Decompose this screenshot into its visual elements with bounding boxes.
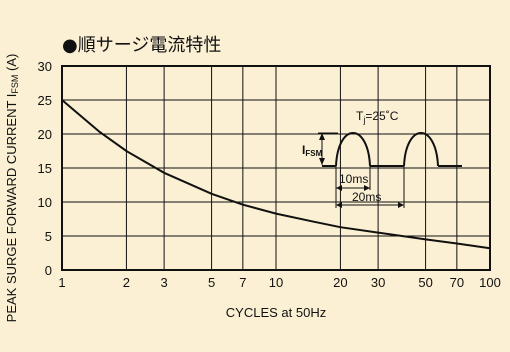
ifsm-arrow-down (319, 158, 325, 165)
pulse-width-label: 10ms (339, 172, 368, 186)
junction-temp-label: Tj=25˚C (356, 109, 399, 125)
pulse-width-arrow-right (364, 185, 370, 191)
y-tick-label: 15 (38, 161, 52, 176)
y-tick-label: 25 (38, 93, 52, 108)
x-tick-label: 2 (123, 275, 130, 290)
x-tick-label: 10 (269, 275, 283, 290)
x-tick-label: 30 (371, 275, 385, 290)
x-tick-label: 50 (418, 275, 432, 290)
x-tick-label: 70 (450, 275, 464, 290)
y-axis-label: PEAK SURGE FORWARD CURRENT IFSM (A) (4, 54, 20, 323)
x-axis-label: CYCLES at 50Hz (226, 305, 326, 320)
ifsm-label: IFSM (302, 143, 323, 158)
period-arrow-left (336, 202, 342, 208)
y-tick-label: 30 (38, 59, 52, 74)
period-label: 20ms (352, 190, 381, 204)
x-tick-label: 7 (239, 275, 246, 290)
x-tick-labels: 1 2 3 5 7 10 20 30 50 70 100 (58, 275, 500, 290)
surge-waveform-inset: Tj=25˚C IFSM 10ms 20ms (302, 109, 462, 208)
chart-title: ●順サージ電流特性 (62, 35, 221, 56)
y-tick-label: 20 (38, 127, 52, 142)
x-tick-label: 3 (160, 275, 167, 290)
pulse-waveform (322, 132, 462, 167)
plot-frame (61, 65, 491, 271)
y-tick-label: 10 (38, 195, 52, 210)
pulse-width-arrow-left (336, 185, 342, 191)
y-tick-label: 5 (45, 229, 52, 244)
surge-current-curve (61, 99, 491, 250)
x-tick-label: 1 (58, 275, 65, 290)
ifsm-arrow-up (319, 133, 325, 140)
x-tick-label: 20 (333, 275, 347, 290)
x-tick-label: 100 (479, 275, 501, 290)
x-tick-label: 5 (208, 275, 215, 290)
period-arrow-right (398, 202, 404, 208)
y-tick-labels: 0 5 10 15 20 25 30 (38, 59, 52, 278)
y-tick-label: 0 (45, 263, 52, 278)
